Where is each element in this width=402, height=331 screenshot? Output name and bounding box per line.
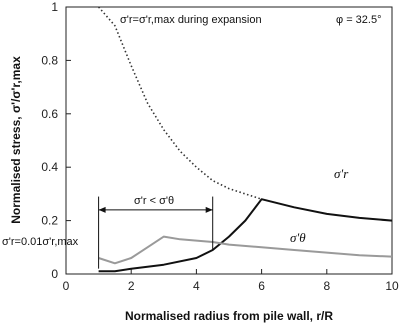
y-tick-label: 1 — [51, 0, 58, 14]
annotation-min-stress: σ'r=0.01σ'r,max — [2, 236, 79, 248]
x-tick-label: 4 — [193, 279, 200, 293]
zone-bracket — [98, 196, 214, 269]
x-axis-label: Normalised radius from pile wall, r/R — [125, 309, 333, 323]
series-line-1 — [98, 198, 393, 273]
label-sigma-theta: σ'θ — [290, 230, 306, 245]
x-tick-label: 10 — [385, 279, 399, 293]
series-line-0 — [97, 6, 262, 200]
x-tick-label: 8 — [323, 279, 330, 293]
plot-frame — [65, 6, 393, 275]
x-tick-label: 0 — [63, 279, 70, 293]
y-tick-label: 0.8 — [41, 53, 58, 67]
x-tick-label: 6 — [258, 279, 265, 293]
y-tick-label: 0 — [51, 267, 58, 281]
zone-arrowhead-right — [205, 206, 213, 213]
annotation-phi: φ = 32.5° — [336, 14, 381, 26]
y-tick-label: 0.4 — [41, 160, 58, 174]
y-tick-label: 0.6 — [41, 107, 58, 121]
x-tick-label: 2 — [128, 279, 135, 293]
axis-ticks: 0 2 4 6 8 10 0 0.2 0.4 0.6 0.8 1 — [41, 0, 399, 293]
annotation-zone: σ'r < σ'θ — [134, 195, 174, 207]
y-axis-label: Normalised stress, σ'/σ'r,max — [9, 56, 23, 224]
series-line-2 — [98, 235, 393, 265]
y-tick-label: 0.2 — [41, 214, 58, 228]
series-lines — [97, 6, 393, 273]
label-sigma-r: σ'r — [334, 166, 349, 181]
annotation-expansion: σ'r=σ'r,max during expansion — [120, 14, 262, 26]
zone-arrowhead-left — [98, 206, 106, 213]
